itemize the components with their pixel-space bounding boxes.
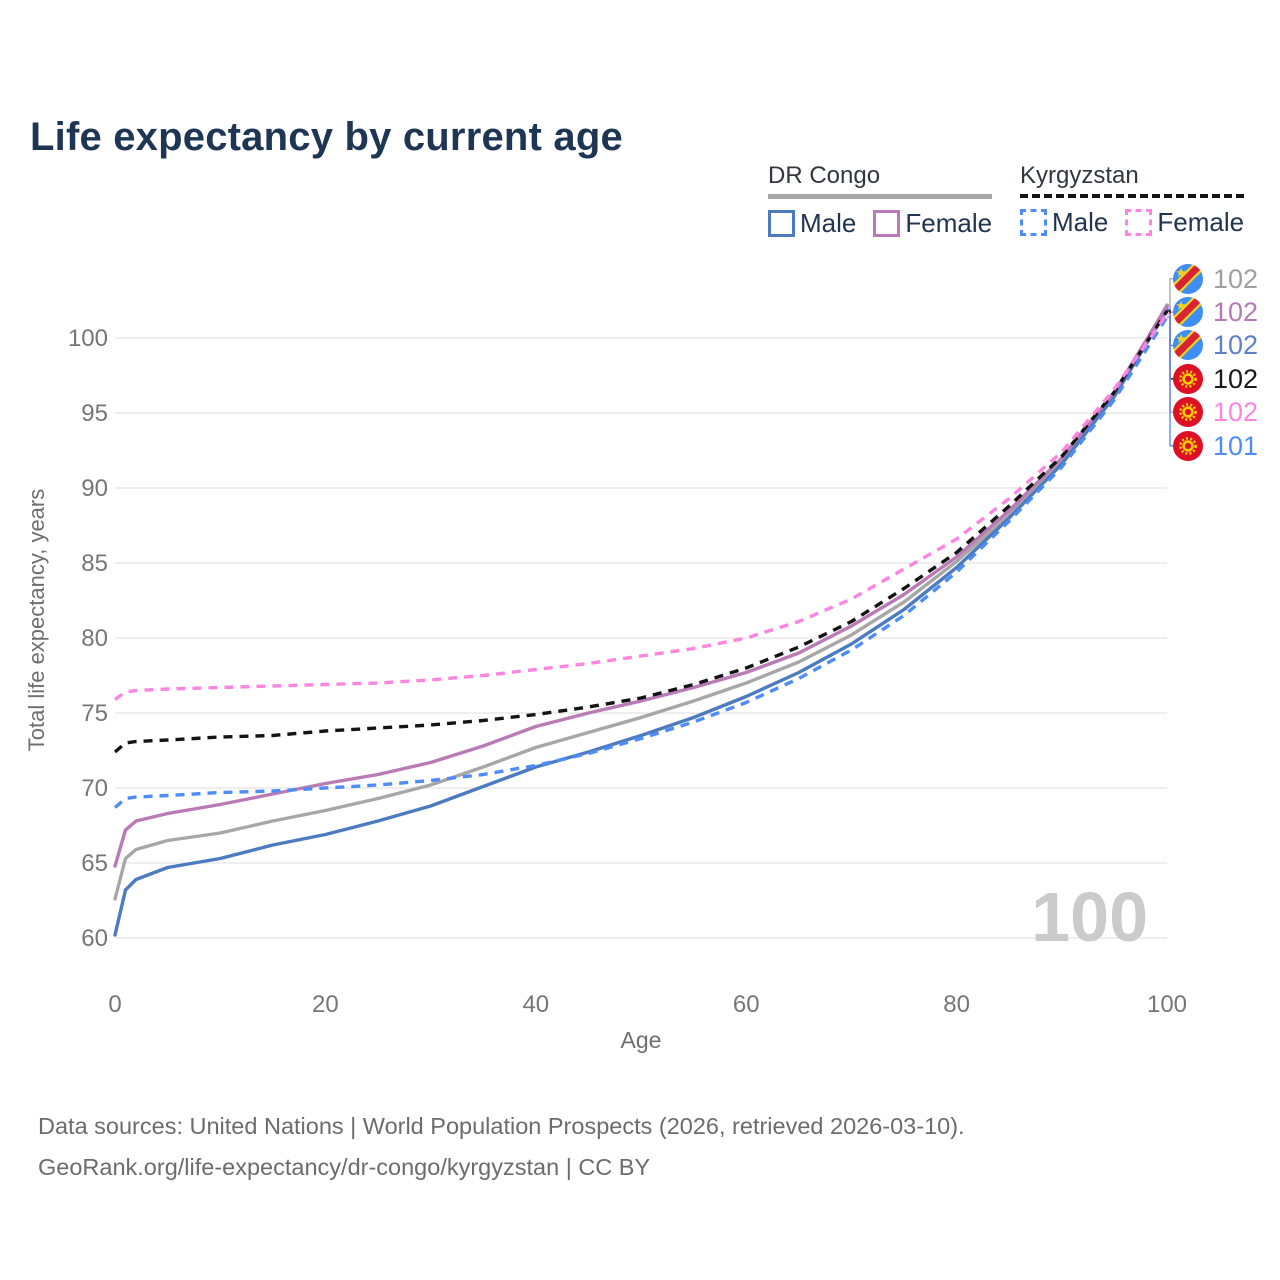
legend-item-drc-female[interactable]: Female [873,208,992,239]
y-axis-tick-labels: 60 65 70 75 80 85 90 95 100 [68,325,108,952]
x-tick-label: 20 [312,991,339,1018]
end-labels: 102 102 102 102 102 101 [1173,262,1258,462]
end-value: 102 [1213,263,1259,294]
legend-item-drc-male[interactable]: Male [768,208,856,239]
series-lines [113,303,1169,937]
x-tick-label: 100 [1147,991,1187,1018]
legend-line-sample-solid [768,194,993,199]
legend-group-kyrgyzstan: Kyrgyzstan Male Female [1020,162,1245,238]
end-label-row-kgz-male: 101 [1173,429,1258,462]
x-tick-label: 60 [733,991,760,1018]
series-line-drc_female[interactable] [113,304,1169,868]
legend-line-sample-dashed [1020,194,1245,198]
legend-item-label: Male [1052,207,1109,237]
dr-congo-flag-icon [1173,330,1203,360]
legend-item-label: Female [905,208,993,238]
dr-congo-flag-icon [1173,297,1203,327]
x-tick-label: 0 [108,991,121,1018]
page-title: Life expectancy by current age [30,114,623,159]
series-line-kgz_male[interactable] [113,316,1169,809]
legend-group-dr-congo: DR Congo Male Female [768,162,993,239]
y-axis-title: Total life expectancy, years [24,489,49,752]
legend-country-name: DR Congo [768,162,881,189]
footer-attribution: GeoRank.org/life-expectancy/dr-congo/kyr… [38,1154,651,1180]
y-tick-label: 85 [81,550,108,577]
kyrgyzstan-flag-icon [1173,431,1203,461]
end-value: 102 [1213,397,1259,428]
end-value: 102 [1213,330,1259,361]
legend-item-kgz-male[interactable]: Male [1020,207,1108,238]
end-value: 101 [1213,430,1259,461]
end-value: 102 [1213,297,1259,328]
y-tick-label: 100 [68,325,108,352]
legend-item-kgz-female[interactable]: Female [1125,207,1244,238]
watermark-age-100: 100 [1031,878,1148,956]
series-line-drc_both[interactable] [113,303,1169,901]
gridlines [115,337,1167,939]
kyrgyzstan-flag-icon [1173,364,1203,394]
legend-swatch-kgz-female [1125,209,1153,236]
legend-swatch-kgz-male [1020,209,1047,236]
legend-item-label: Male [800,208,857,238]
legend-country-name: Kyrgyzstan [1020,162,1139,189]
x-axis-title: Age [621,1027,662,1053]
legend-item-label: Female [1157,207,1245,237]
y-tick-label: 90 [81,475,108,502]
end-value: 102 [1213,363,1259,394]
y-tick-label: 60 [81,925,108,952]
end-label-row-drc-both: 102 [1173,262,1258,295]
y-tick-label: 75 [81,700,108,727]
x-axis-tick-labels: 0 20 40 60 80 100 [108,991,1187,1018]
kyrgyzstan-flag-icon [1173,397,1203,427]
footer-sources: Data sources: United Nations | World Pop… [38,1113,965,1139]
x-tick-label: 80 [943,991,970,1018]
x-tick-label: 40 [522,991,549,1018]
dr-congo-flag-icon [1173,264,1203,294]
end-label-row-drc-male: 102 [1173,329,1258,362]
y-tick-label: 80 [81,625,108,652]
end-label-row-kgz-both: 102 [1173,362,1258,395]
footer: Data sources: United Nations | World Pop… [38,1106,965,1188]
legend-swatch-drc-male [768,210,795,237]
series-line-drc_male[interactable] [113,307,1169,937]
y-tick-label: 70 [81,775,108,802]
end-label-row-kgz-female: 102 [1173,396,1258,429]
y-tick-label: 95 [81,400,108,427]
end-label-row-drc-female: 102 [1173,295,1258,328]
legend-swatch-drc-female [873,210,901,237]
y-tick-label: 65 [81,850,108,877]
